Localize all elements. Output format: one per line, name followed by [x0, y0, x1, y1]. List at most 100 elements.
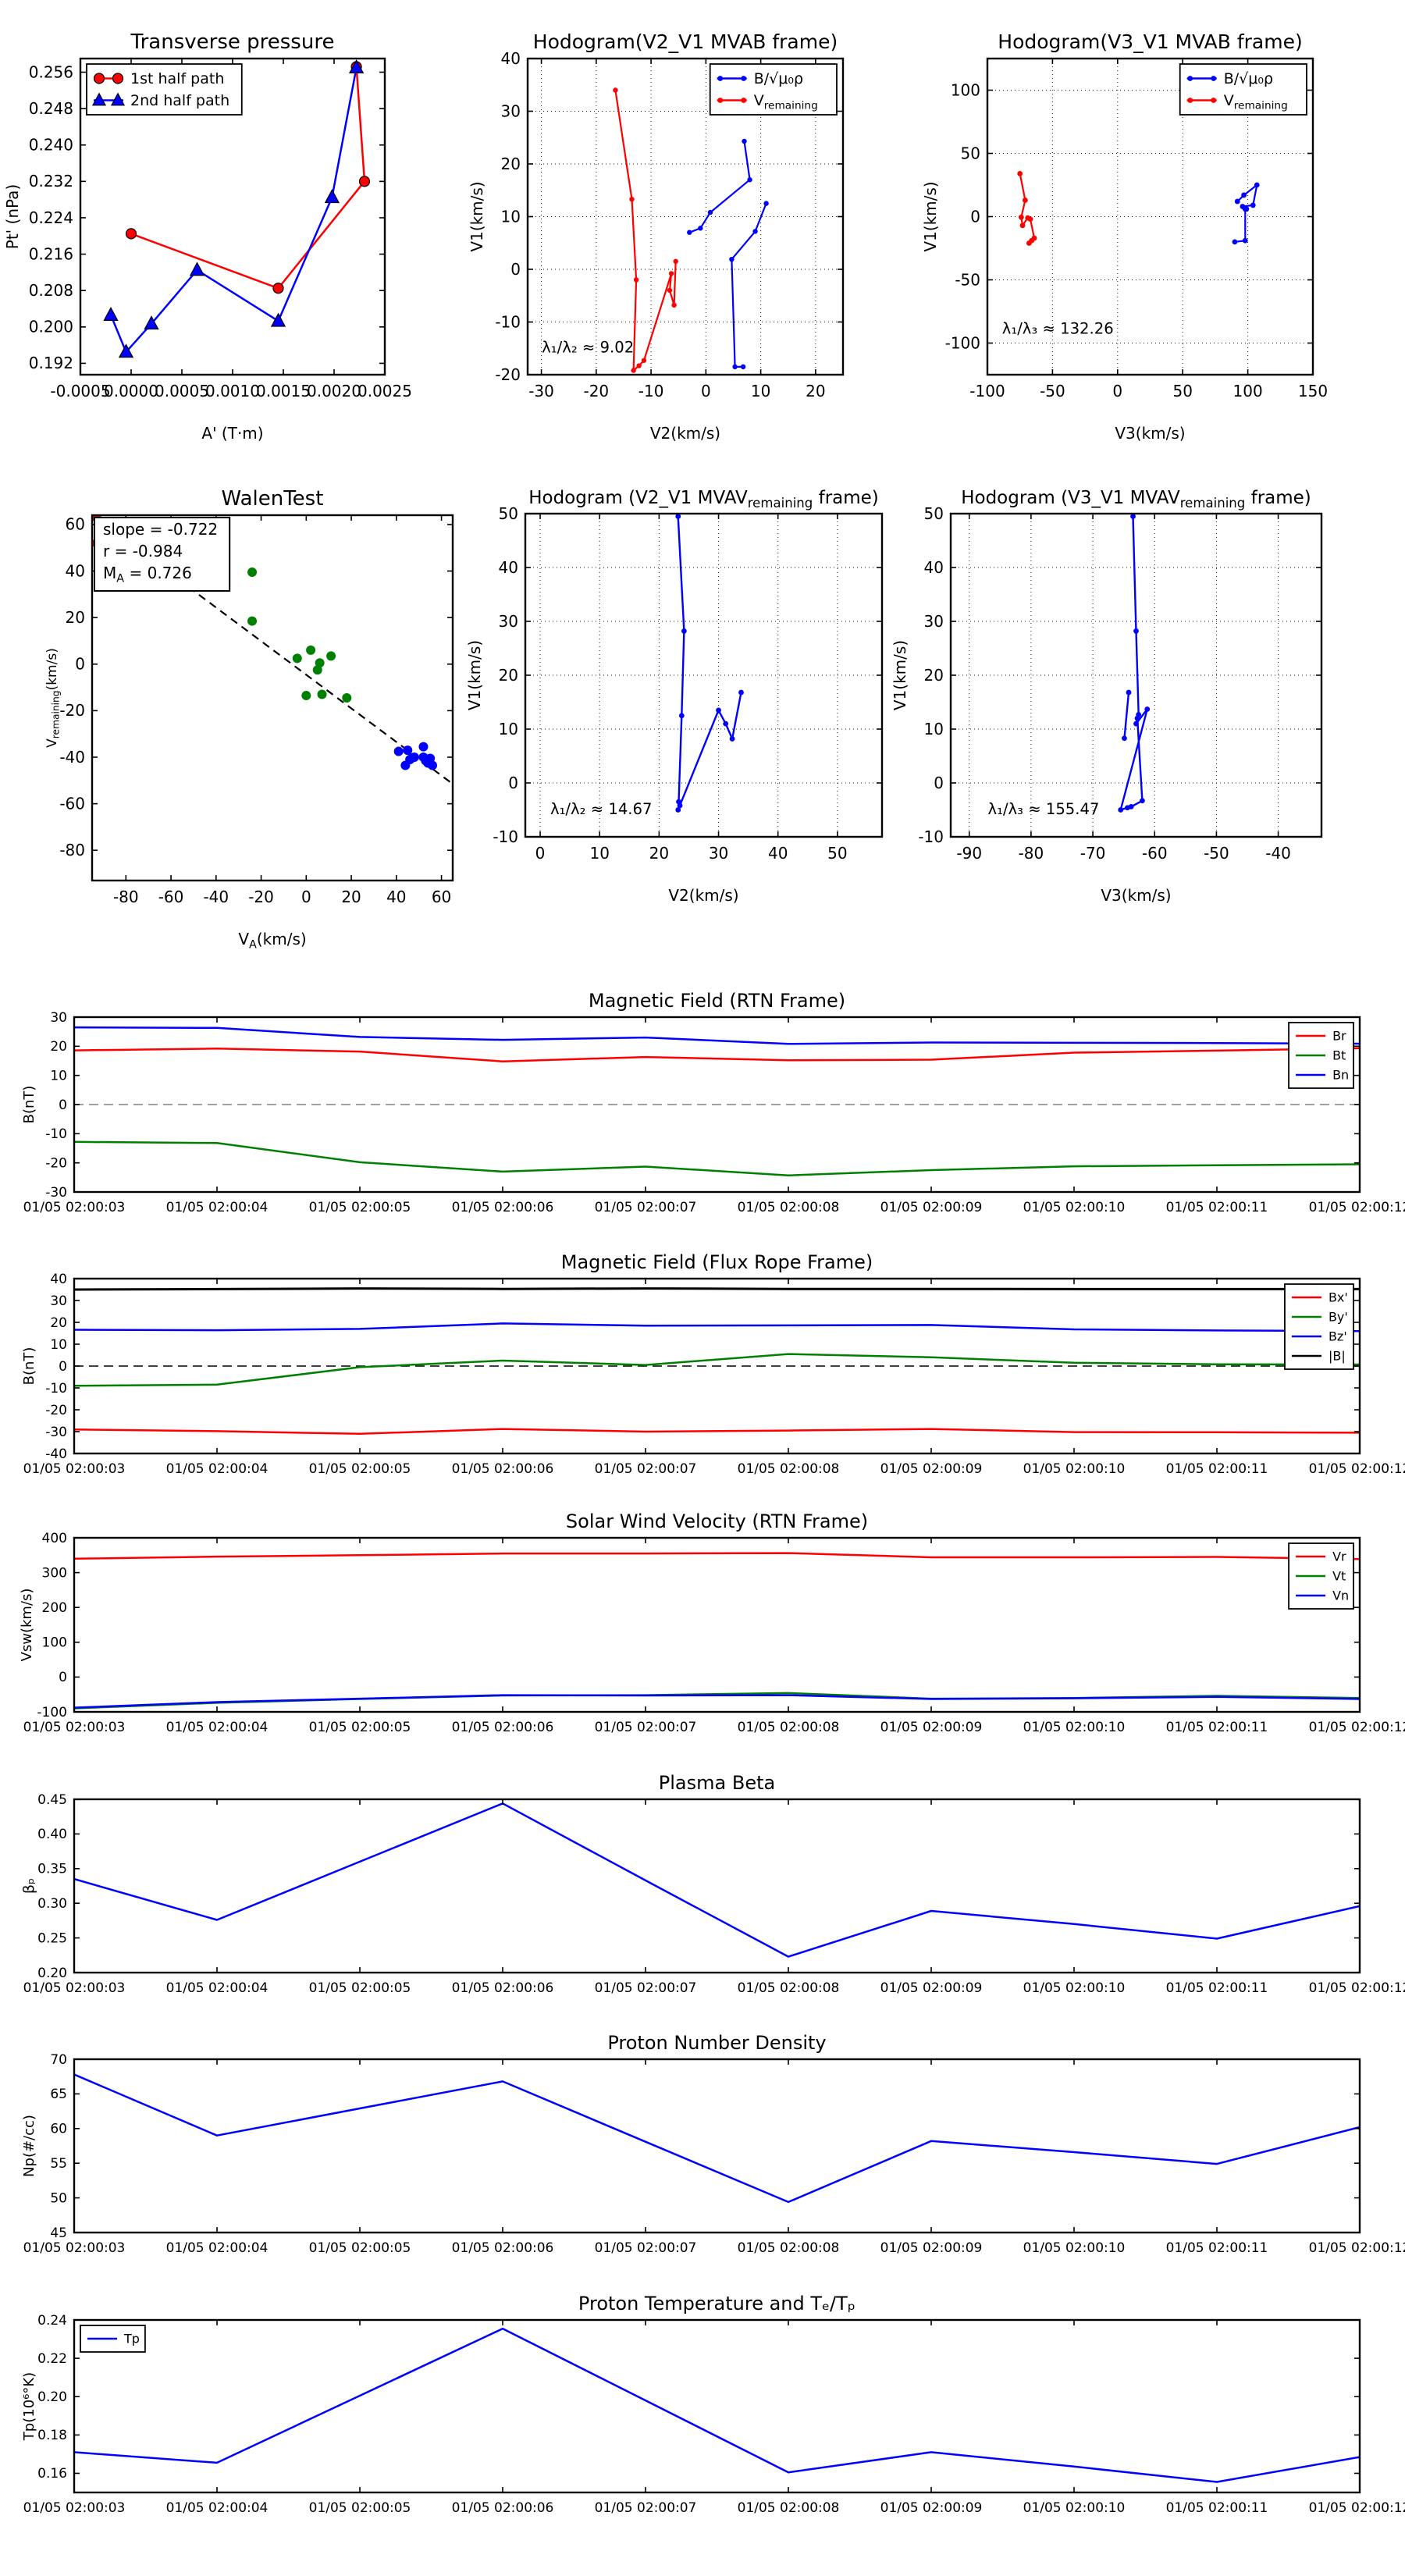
svg-text:20: 20: [806, 382, 825, 400]
svg-text:01/05 02:00:08: 01/05 02:00:08: [738, 2240, 840, 2256]
svg-text:-100: -100: [969, 382, 1005, 400]
svg-text:λ₁/λ₂ ≈ 14.67: λ₁/λ₂ ≈ 14.67: [550, 800, 652, 818]
svg-text:-50: -50: [1040, 382, 1065, 400]
svg-text:A' (T·m): A' (T·m): [201, 424, 263, 443]
plot-solar-wind-velocity: 01/05 02:00:03 01/05 02:00:04 01/05 02:00:…: [19, 1510, 1405, 1735]
svg-text:01/05 02:00:04: 01/05 02:00:04: [166, 1200, 269, 1215]
plot-proton-temperature: 01/05 02:00:03 01/05 02:00:04 01/05 02:00:…: [21, 2293, 1405, 2516]
svg-text:10: 10: [50, 1068, 67, 1083]
svg-text:01/05 02:00:04: 01/05 02:00:04: [166, 2240, 269, 2256]
svg-text:slope = -0.722: slope = -0.722: [103, 520, 218, 539]
svg-text:V2(km/s): V2(km/s): [650, 424, 720, 443]
svg-text:01/05 02:00:06: 01/05 02:00:06: [452, 1200, 554, 1215]
svg-text:01/05 02:00:12: 01/05 02:00:12: [1309, 1720, 1405, 1735]
svg-text:Bz': Bz': [1329, 1329, 1347, 1344]
svg-text:01/05 02:00:11: 01/05 02:00:11: [1166, 1720, 1268, 1735]
svg-text:Vr: Vr: [1332, 1550, 1346, 1564]
svg-text:-70: -70: [1080, 844, 1106, 863]
svg-text:0.20: 0.20: [37, 2389, 67, 2405]
svg-text:Br: Br: [1332, 1029, 1346, 1044]
svg-text:-40: -40: [203, 888, 229, 906]
svg-text:Vremaining​: Vremaining​: [1224, 92, 1288, 112]
svg-text:30: 30: [501, 101, 521, 120]
svg-text:Vremaining​: Vremaining​: [754, 92, 818, 112]
svg-text:20: 20: [924, 666, 944, 685]
svg-text:50: 50: [961, 144, 980, 162]
svg-text:01/05 02:00:03: 01/05 02:00:03: [23, 1200, 126, 1215]
svg-text:0: 0: [508, 774, 518, 792]
svg-text:01/05 02:00:09: 01/05 02:00:09: [880, 2240, 983, 2256]
svg-text:01/05 02:00:09: 01/05 02:00:09: [880, 1720, 983, 1735]
svg-text:01/05 02:00:12: 01/05 02:00:12: [1309, 1200, 1405, 1215]
svg-text:60: 60: [50, 2122, 67, 2137]
svg-text:0: 0: [535, 844, 546, 863]
svg-text:01/05 02:00:06: 01/05 02:00:06: [452, 1461, 554, 1477]
svg-text:150: 150: [1298, 382, 1328, 400]
svg-text:40: 40: [499, 558, 518, 577]
svg-text:01/05 02:00:09: 01/05 02:00:09: [880, 1461, 983, 1477]
svg-text:30: 30: [499, 612, 518, 631]
svg-text:20: 20: [50, 1315, 67, 1331]
svg-text:λ₁/λ₂ ≈ 9.02: λ₁/λ₂ ≈ 9.02: [542, 339, 634, 357]
svg-text:Transverse pressure: Transverse pressure: [130, 30, 335, 54]
svg-text:400: 400: [42, 1531, 67, 1546]
svg-text:V2(km/s): V2(km/s): [668, 886, 738, 905]
svg-text:01/05 02:00:06: 01/05 02:00:06: [452, 1720, 554, 1735]
svg-text:-60: -60: [1142, 844, 1168, 863]
svg-text:01/05 02:00:08: 01/05 02:00:08: [738, 1980, 840, 1996]
svg-text:0.200: 0.200: [29, 318, 73, 336]
svg-text:B(nT): B(nT): [21, 1086, 37, 1124]
svg-text:0.30: 0.30: [37, 1896, 67, 1912]
svg-text:0.0025: 0.0025: [357, 382, 412, 400]
svg-text:65: 65: [50, 2087, 67, 2102]
svg-text:01/05 02:00:03: 01/05 02:00:03: [23, 1720, 126, 1735]
svg-text:10: 10: [50, 1337, 67, 1353]
svg-text:0.0015: 0.0015: [256, 382, 311, 400]
svg-text:-90: -90: [956, 844, 982, 863]
svg-text:Vt: Vt: [1332, 1569, 1346, 1584]
svg-text:01/05 02:00:09: 01/05 02:00:09: [880, 2500, 983, 2516]
svg-text:-40: -40: [59, 748, 85, 767]
plot-hodogram-v2v1-mvav: 0 10 20 30 40 50 -10 0 10 20 30 40 50 Hodogram (V2_V1…: [465, 488, 884, 905]
svg-text:01/05 02:00:07: 01/05 02:00:07: [595, 1200, 697, 1215]
svg-text:Vn: Vn: [1332, 1589, 1349, 1603]
svg-text:0: 0: [59, 1359, 67, 1375]
svg-text:0: 0: [510, 260, 521, 279]
svg-text:-60: -60: [59, 794, 85, 813]
svg-text:Hodogram (V3_V1 MVAVremaining​: Hodogram (V3_V1 MVAVremaining​ frame): [961, 488, 1311, 511]
svg-text:0.40: 0.40: [37, 1827, 67, 1842]
svg-text:0: 0: [301, 888, 311, 906]
svg-text:-20: -20: [59, 701, 85, 720]
svg-text:60: 60: [432, 888, 451, 906]
svg-text:10: 10: [924, 720, 944, 738]
svg-text:40: 40: [924, 558, 944, 577]
svg-text:01/05 02:00:03: 01/05 02:00:03: [23, 2240, 126, 2256]
svg-text:Bt: Bt: [1332, 1048, 1346, 1063]
svg-text:0: 0: [970, 207, 980, 226]
svg-text:-40: -40: [1265, 844, 1291, 863]
svg-text:60: 60: [66, 515, 85, 534]
svg-text:-20: -20: [45, 1155, 67, 1171]
svg-text:01/05 02:00:11: 01/05 02:00:11: [1166, 1200, 1268, 1215]
svg-text:WalenTest: WalenTest: [222, 487, 324, 511]
svg-text:0.248: 0.248: [29, 99, 73, 118]
svg-text:40: 40: [66, 561, 85, 580]
svg-text:01/05 02:00:09: 01/05 02:00:09: [880, 1980, 983, 1996]
svg-text:01/05 02:00:09: 01/05 02:00:09: [880, 1200, 983, 1215]
svg-text:0.18: 0.18: [37, 2428, 67, 2443]
svg-text:0.0020: 0.0020: [307, 382, 361, 400]
svg-text:-100: -100: [37, 1705, 67, 1720]
svg-text:01/05 02:00:08: 01/05 02:00:08: [738, 1200, 840, 1215]
svg-text:20: 20: [341, 888, 361, 906]
svg-text:0: 0: [59, 1098, 67, 1113]
svg-text:B/√μ₀ρ: B/√μ₀ρ: [754, 70, 803, 87]
svg-text:01/05 02:00:03: 01/05 02:00:03: [23, 2500, 126, 2516]
svg-text:01/05 02:00:05: 01/05 02:00:05: [309, 1980, 411, 1996]
svg-text:01/05 02:00:12: 01/05 02:00:12: [1309, 2240, 1405, 2256]
svg-text:30: 30: [709, 844, 728, 863]
svg-text:10: 10: [751, 382, 770, 400]
svg-text:01/05 02:00:10: 01/05 02:00:10: [1023, 2500, 1126, 2516]
svg-text:0.232: 0.232: [29, 172, 73, 190]
svg-text:01/05 02:00:04: 01/05 02:00:04: [166, 1461, 269, 1477]
svg-text:0.224: 0.224: [29, 208, 73, 227]
